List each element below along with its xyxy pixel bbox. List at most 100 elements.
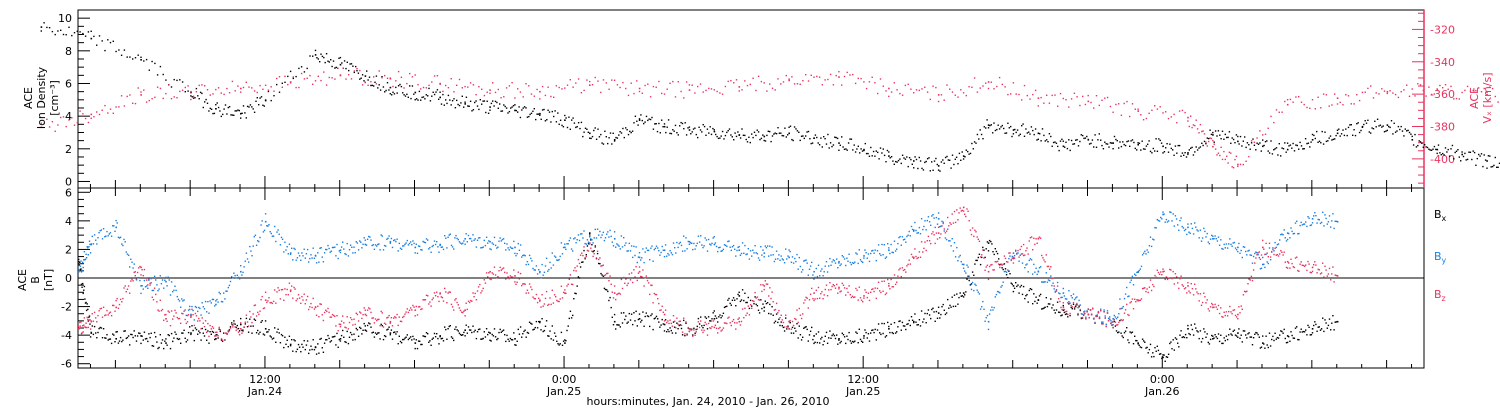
density-point [295,75,297,78]
density-point [65,34,67,36]
by-point [448,234,450,236]
bx-point [424,335,427,338]
bx-point [221,340,224,342]
by-point [1035,267,1037,269]
by-point [390,237,393,240]
by-point [1041,281,1043,283]
density-point-anchor [663,125,666,128]
bx-point [107,339,109,341]
bx-point [1150,356,1153,358]
by-point [296,257,299,259]
by-point [593,237,595,239]
density-point [490,102,493,105]
density-point [1328,137,1330,139]
by-point [1095,314,1097,317]
by-point [791,256,794,258]
by-point [255,244,258,246]
by-point [517,242,519,245]
bx-point [410,336,412,338]
bx-point [1323,330,1325,333]
by-point [727,240,729,243]
velocity-point [1140,114,1142,116]
bx-point-anchor [78,260,80,263]
bx-point [1170,341,1172,343]
density-point [407,96,409,98]
density-point [377,87,379,89]
velocity-point [514,97,516,99]
density-point [48,27,51,29]
bx-point [1258,336,1260,338]
x-tick-time-label: 0:00 [552,373,577,386]
density-point [1486,167,1488,169]
bx-point [1068,303,1070,305]
by-point [1072,293,1075,295]
bx-point [881,322,883,325]
top-left-tick-label: 6 [65,77,72,90]
by-point [1105,323,1107,325]
bx-point [774,320,777,322]
density-point [1100,139,1102,141]
bx-point [405,336,407,338]
by-point [990,309,992,311]
bx-point [901,321,904,324]
by-point [954,256,957,258]
density-point [1437,144,1440,146]
density-point [1159,139,1161,142]
velocity-point [890,91,893,93]
velocity-point [1350,103,1352,105]
density-point [1133,141,1135,144]
bx-point [1078,306,1080,308]
bx-point [192,329,194,332]
velocity-point [1295,96,1297,98]
velocity-point [774,89,776,91]
by-point [706,250,709,252]
bx-point [893,322,896,324]
bx-point [369,323,371,325]
density-point [1015,131,1017,134]
density-point [497,107,499,109]
bx-point [738,291,740,293]
density-point [1331,139,1333,141]
bx-point [267,331,269,333]
density-point [962,158,965,160]
velocity-point [719,92,721,94]
density-point [1498,162,1500,164]
density-point [1012,133,1015,135]
bx-point [739,300,742,303]
bx-point [402,338,404,341]
bx-point [565,340,567,342]
by-point [396,238,398,240]
by-point [1025,264,1027,266]
bx-point [977,256,979,259]
bx-point [1003,263,1006,265]
velocity-point [1292,101,1294,103]
by-point [267,225,269,227]
bx-point [136,335,139,337]
bx-point [124,330,126,332]
density-point [619,131,621,133]
bx-point [396,331,398,333]
density-point [1213,141,1215,143]
bx-point [743,299,745,302]
velocity-point [716,90,718,93]
by-point [944,237,947,239]
bx-point [301,343,303,346]
by-point [552,264,555,266]
by-point [628,242,630,245]
x-tick-date-label: Jan.25 [845,385,880,398]
density-point [234,110,236,112]
by-point [1024,267,1026,269]
velocity-point [1232,167,1235,169]
density-point [1472,150,1474,152]
density-point [892,160,894,162]
bx-point [467,326,470,328]
by-point [507,247,509,249]
velocity-point [744,80,746,82]
by-point [253,236,255,238]
velocity-point [813,76,815,78]
density-point-anchor [888,155,890,157]
bx-point [87,308,89,311]
velocity-point [730,80,732,82]
bx-point [642,311,644,313]
density-point [1332,138,1334,141]
